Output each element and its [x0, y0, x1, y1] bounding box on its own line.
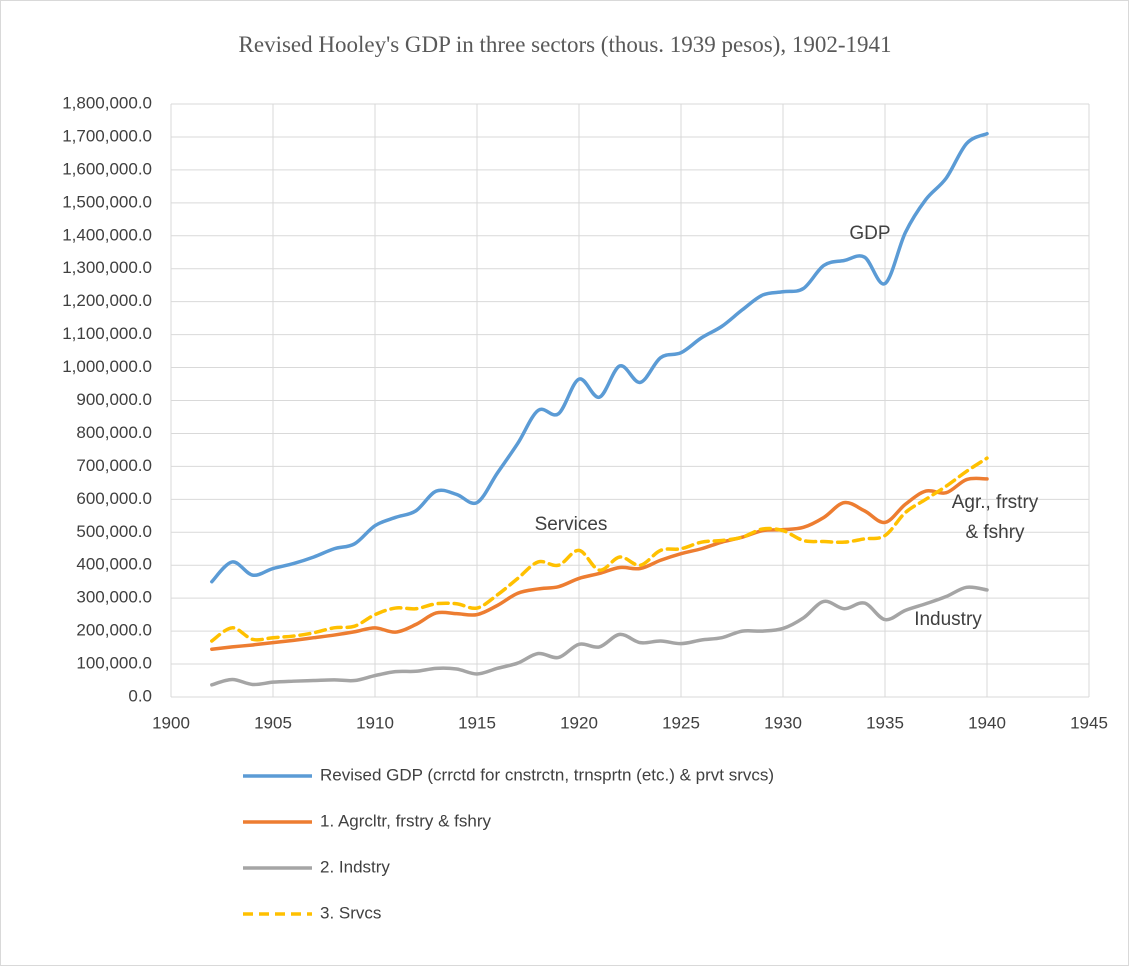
- y-tick-label: 1,000,000.0: [62, 357, 152, 376]
- legend-label: 2. Indstry: [320, 857, 390, 876]
- y-tick-label: 1,100,000.0: [62, 324, 152, 343]
- x-tick-label: 1915: [458, 713, 496, 732]
- annotation: GDP: [849, 223, 891, 244]
- y-tick-label: 400,000.0: [76, 555, 152, 574]
- annotation: Services: [534, 514, 608, 535]
- series-line: [210, 585, 989, 687]
- series-line: [210, 476, 989, 651]
- legend-label: 1. Agrcltr, frstry & fshry: [320, 811, 491, 830]
- x-tick-label: 1945: [1070, 713, 1108, 732]
- x-tick-label: 1925: [662, 713, 700, 732]
- legend-label: 3. Srvcs: [320, 903, 381, 922]
- y-tick-label: 1,300,000.0: [62, 258, 152, 277]
- y-tick-label: 200,000.0: [76, 621, 152, 640]
- y-tick-label: 800,000.0: [76, 423, 152, 442]
- y-tick-label: 300,000.0: [76, 588, 152, 607]
- y-tick-label: 700,000.0: [76, 456, 152, 475]
- x-tick-label: 1900: [152, 713, 190, 732]
- y-tick-label: 900,000.0: [76, 390, 152, 409]
- y-tick-label: 0.0: [128, 686, 152, 705]
- y-tick-label: 1,400,000.0: [62, 225, 152, 244]
- y-tick-label: 1,800,000.0: [62, 93, 152, 112]
- annotation: Industry: [914, 609, 982, 630]
- x-tick-label: 1905: [254, 713, 292, 732]
- chart-title: Revised Hooley's GDP in three sectors (t…: [238, 32, 892, 57]
- y-tick-label: 600,000.0: [76, 489, 152, 508]
- series-line: [210, 131, 989, 584]
- y-tick-label: 1,700,000.0: [62, 126, 152, 145]
- x-tick-label: 1910: [356, 713, 394, 732]
- x-tick-label: 1930: [764, 713, 802, 732]
- annotation: Agr., frstry & fshry: [951, 492, 1039, 543]
- x-tick-label: 1920: [560, 713, 598, 732]
- y-tick-label: 1,200,000.0: [62, 291, 152, 310]
- x-tick-label: 1940: [968, 713, 1006, 732]
- y-tick-label: 100,000.0: [76, 654, 152, 673]
- x-tick-label: 1935: [866, 713, 904, 732]
- y-tick-label: 1,600,000.0: [62, 159, 152, 178]
- y-tick-label: 500,000.0: [76, 522, 152, 541]
- legend-label: Revised GDP (crrctd for cnstrctn, trnspr…: [320, 765, 774, 784]
- series-line: [210, 456, 989, 643]
- y-tick-label: 1,500,000.0: [62, 192, 152, 211]
